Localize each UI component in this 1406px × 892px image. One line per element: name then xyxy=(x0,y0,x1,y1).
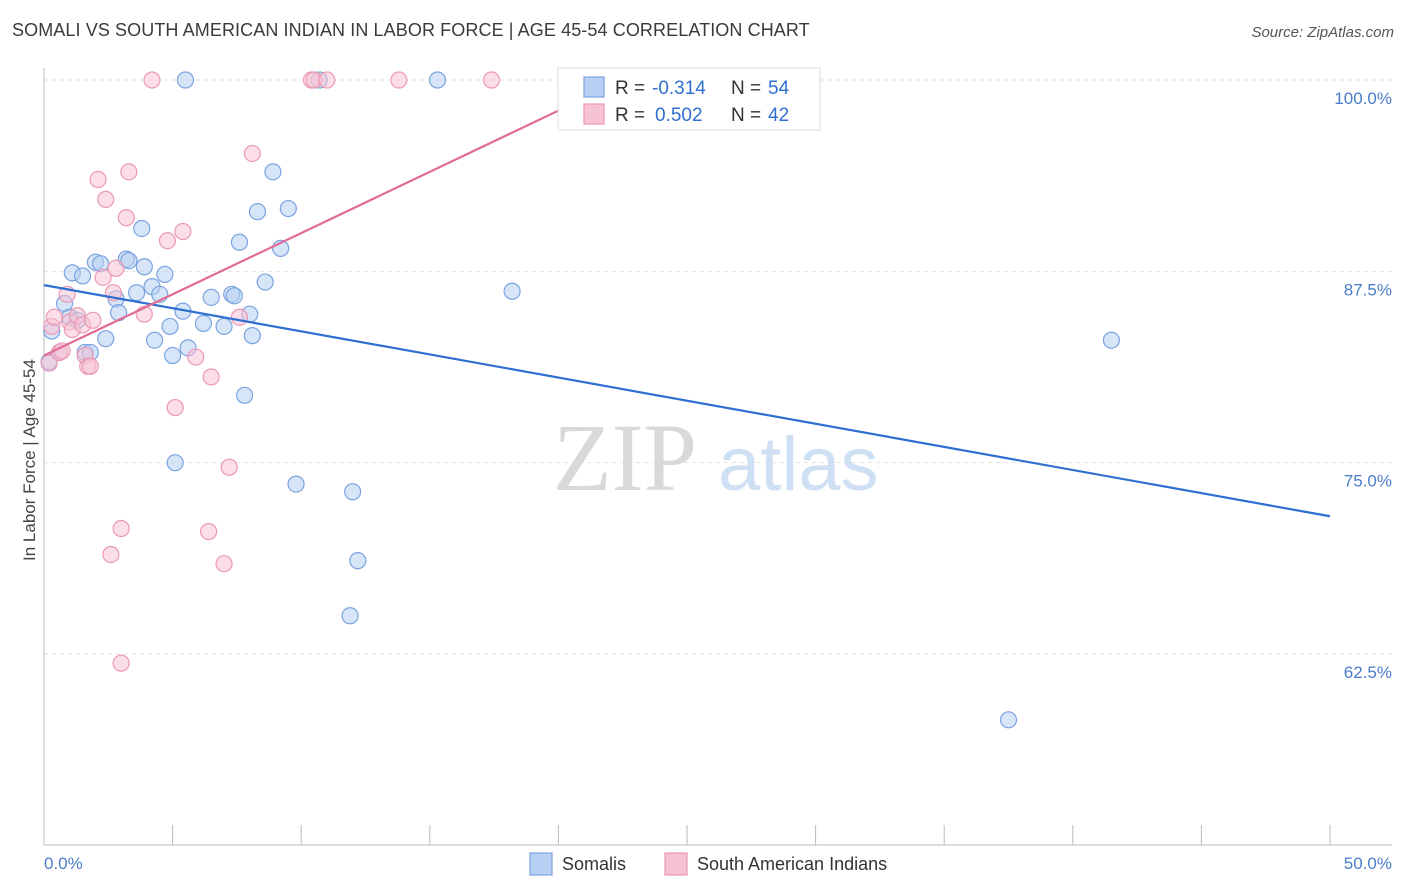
somali-point-29 xyxy=(176,71,195,89)
y-tick-label-3: 100.0% xyxy=(1334,89,1392,108)
gridlines xyxy=(44,79,1392,655)
legend-r-value-1: -0.314 xyxy=(652,78,706,99)
south-american-indian-point-13 xyxy=(84,311,102,329)
south-american-indian-point-28 xyxy=(174,222,192,241)
south-american-indian-point-27 xyxy=(158,232,177,250)
chart-title: SOMALI VS SOUTH AMERICAN INDIAN IN LABOR… xyxy=(12,20,810,40)
series-legend: Somalis South American Indians xyxy=(529,852,887,876)
trend-lines xyxy=(43,79,1331,518)
somali-point-18 xyxy=(133,219,151,238)
somali-point-44 xyxy=(287,475,305,493)
legend-n-label-2: N = xyxy=(731,105,761,126)
south-american-indian-point-34 xyxy=(230,308,249,326)
somali-point-16 xyxy=(120,252,138,270)
south-american-indian-point-39 xyxy=(390,71,408,89)
somali-point-24 xyxy=(161,317,179,336)
south-american-indian-point-31 xyxy=(202,368,220,386)
south-american-indian-point-21 xyxy=(112,654,130,672)
south-american-indian-point-20 xyxy=(112,519,130,538)
legend-n-value-1: 54 xyxy=(768,78,790,99)
somali-point-39 xyxy=(248,203,267,221)
stats-legend: R = -0.314 N = 54 R = 0.502 N = 42 xyxy=(557,67,821,131)
south-american-indian-point-17 xyxy=(102,545,120,564)
axes xyxy=(43,68,1392,846)
y-tick-label-2: 87.5% xyxy=(1344,280,1392,299)
somali-point-12 xyxy=(97,330,115,348)
source-label: Source: ZipAtlas.com xyxy=(1251,24,1394,41)
somali-point-21 xyxy=(145,331,164,349)
legend-r-label-2: R = xyxy=(615,105,645,126)
somali-point-30 xyxy=(194,314,213,332)
trend-line-south-american-indians xyxy=(43,79,624,357)
series-south-american-indians xyxy=(40,71,634,672)
x-tick-label-1: 50.0% xyxy=(1344,854,1392,873)
watermark-zip: ZIP xyxy=(553,404,697,511)
south-american-indian-point-22 xyxy=(117,209,135,227)
x-tick-label-0: 0.0% xyxy=(44,854,83,873)
somali-point-35 xyxy=(230,233,249,251)
south-american-indian-point-0 xyxy=(40,354,58,372)
somali-point-52 xyxy=(999,711,1018,729)
bottom-legend-label-somalis: Somalis xyxy=(562,854,626,874)
south-american-indian-point-2 xyxy=(45,308,63,326)
somali-point-19 xyxy=(135,258,153,276)
bottom-legend-label-south-american-indians: South American Indians xyxy=(697,854,887,874)
south-american-indian-point-38 xyxy=(318,71,336,89)
series-somalis xyxy=(40,71,1120,729)
south-american-indian-point-32 xyxy=(215,555,233,573)
y-axis-label: In Labor Force | Age 45-54 xyxy=(20,359,39,561)
south-american-indian-point-14 xyxy=(89,170,107,189)
somali-point-17 xyxy=(127,284,146,302)
somali-point-26 xyxy=(166,454,184,472)
somali-point-23 xyxy=(156,265,174,283)
somali-point-41 xyxy=(264,163,282,181)
south-american-indian-point-15 xyxy=(94,268,112,287)
south-american-indian-point-19 xyxy=(107,259,125,277)
somali-point-34 xyxy=(225,287,243,305)
south-american-indian-point-12 xyxy=(81,357,99,375)
south-american-indian-point-26 xyxy=(166,398,184,417)
somali-point-50 xyxy=(503,282,521,300)
somali-point-31 xyxy=(202,288,220,306)
south-american-indian-point-30 xyxy=(200,522,218,541)
somali-point-36 xyxy=(236,386,254,404)
somali-point-7 xyxy=(73,267,92,285)
legend-r-value-2: 0.502 xyxy=(655,105,703,126)
somali-point-48 xyxy=(341,607,359,625)
somali-point-25 xyxy=(164,346,182,365)
bottom-legend-swatch-south-american-indians xyxy=(664,852,688,876)
watermark-atlas: atlas xyxy=(718,422,879,507)
somali-point-32 xyxy=(215,317,233,336)
somali-point-49 xyxy=(428,71,447,89)
somali-point-43 xyxy=(279,199,297,218)
y-tick-label-1: 75.0% xyxy=(1344,472,1392,491)
legend-n-label-1: N = xyxy=(731,78,761,99)
south-american-indian-point-29 xyxy=(187,348,205,366)
somali-point-40 xyxy=(256,273,274,291)
legend-n-value-2: 42 xyxy=(768,105,789,126)
south-american-indian-point-25 xyxy=(143,71,161,89)
somali-point-47 xyxy=(349,552,367,570)
south-american-indian-point-40 xyxy=(482,71,501,89)
somali-point-38 xyxy=(243,327,261,345)
somali-point-46 xyxy=(344,483,362,501)
trend-line-somalis xyxy=(43,284,1331,518)
y-tick-label-0: 62.5% xyxy=(1344,663,1392,682)
legend-swatch-south-american-indians xyxy=(583,103,605,125)
bottom-legend-swatch-somalis xyxy=(529,852,553,876)
south-american-indian-point-23 xyxy=(120,163,138,181)
legend-swatch-somalis xyxy=(583,76,605,98)
south-american-indian-point-35 xyxy=(243,144,261,163)
tick-labels: 62.5% 75.0% 87.5% 100.0% 0.0% 50.0% xyxy=(44,89,1392,873)
somali-point-53 xyxy=(1102,331,1120,349)
south-american-indian-point-16 xyxy=(97,190,115,208)
south-american-indian-point-33 xyxy=(220,458,238,476)
legend-r-label-1: R = xyxy=(615,78,645,99)
